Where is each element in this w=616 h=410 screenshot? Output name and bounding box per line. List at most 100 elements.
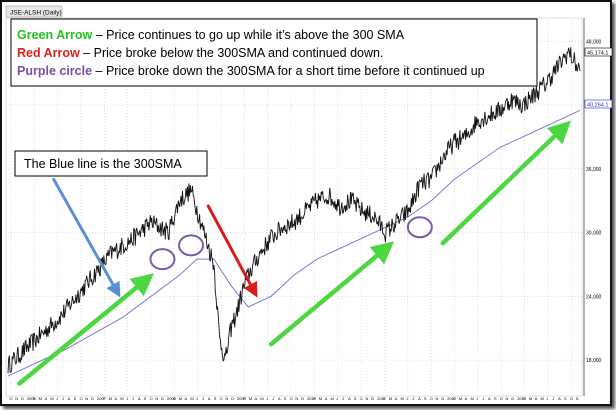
- x-tick-label: A: [535, 396, 538, 401]
- x-tick-label: S: [564, 396, 567, 401]
- x-tick-label: M: [120, 396, 123, 401]
- x-tick-label: J: [482, 396, 484, 401]
- x-tick-label: F: [103, 396, 106, 401]
- x-tick-label: M: [260, 396, 263, 401]
- window-title-bar: [5, 5, 63, 18]
- x-tick-label: D: [21, 396, 24, 401]
- x-tick-label: J: [412, 396, 414, 401]
- x-tick-label: S: [284, 396, 287, 401]
- x-tick-label: O: [150, 396, 153, 401]
- x-tick-label: A: [68, 396, 71, 401]
- red-arrow-annotation: [206, 204, 258, 298]
- x-tick-label: S: [494, 396, 497, 401]
- x-tick-label: M: [39, 396, 42, 401]
- y-tick-label: 48,000: [586, 39, 602, 45]
- x-tick-label: O: [220, 396, 223, 401]
- x-tick-label: 2010: [307, 396, 317, 401]
- x-tick-label: J: [476, 396, 478, 401]
- legend-text-purple: – Price broke down the 300SMA for a shor…: [92, 64, 485, 78]
- x-tick-label: O: [360, 396, 363, 401]
- x-tick-label: S: [354, 396, 357, 401]
- x-tick-label: O: [430, 396, 433, 401]
- purple-circle-annotation: [406, 216, 433, 239]
- window-title: JSE-ALSH (Daily): [10, 10, 62, 17]
- x-tick-label: 2007: [97, 396, 107, 401]
- y-tick-label: 24,000: [586, 294, 602, 300]
- sma-badge-label: 40,264.1: [587, 103, 608, 109]
- x-tick-label: N: [225, 396, 228, 401]
- x-tick-label: M: [529, 396, 532, 401]
- x-tick-label: J: [336, 396, 338, 401]
- x-tick-label: S: [214, 396, 217, 401]
- x-tick-label: J: [272, 396, 274, 401]
- x-tick-label: O: [79, 396, 82, 401]
- legend-line-red: Red Arrow – Price broke below the 300SMA…: [17, 46, 383, 60]
- x-tick-label: D: [511, 396, 514, 401]
- blue-arrow-annotation: [52, 177, 121, 298]
- x-tick-label: S: [424, 396, 427, 401]
- x-tick-label: N: [85, 396, 88, 401]
- x-tick-label: N: [436, 396, 439, 401]
- x-tick-label: M: [190, 396, 193, 401]
- x-tick-label: F: [313, 396, 316, 401]
- green-arrow-annotation: [268, 241, 395, 347]
- x-tick-label: J: [196, 396, 198, 401]
- legend-line-green: Green Arrow – Price continues to go up w…: [17, 28, 405, 42]
- x-tick-label: A: [114, 396, 117, 401]
- x-tick-label: M: [400, 396, 403, 401]
- x-tick-label: A: [325, 396, 328, 401]
- x-tick-label: M: [389, 396, 392, 401]
- x-tick-label: F: [383, 396, 386, 401]
- callout-text: The Blue line is the 300SMA: [24, 157, 182, 171]
- x-tick-label: M: [471, 396, 474, 401]
- x-tick-label: A: [488, 396, 491, 401]
- x-tick-label: F: [173, 396, 176, 401]
- legend-key-green: Green Arrow: [17, 28, 93, 42]
- x-tick-label: D: [91, 396, 94, 401]
- x-tick-label: M: [541, 396, 544, 401]
- x-tick-label: D: [371, 396, 374, 401]
- sma-badge: [584, 99, 613, 109]
- x-tick-label: S: [74, 396, 77, 401]
- x-tick-label: J: [266, 396, 268, 401]
- x-tick-label: J: [56, 396, 58, 401]
- legend-line-purple: Purple circle – Price broke down the 300…: [17, 64, 485, 78]
- y-tick-label: 30,000: [586, 231, 602, 237]
- purple-circle-annotation: [149, 248, 176, 271]
- x-tick-label: F: [243, 396, 246, 401]
- x-tick-label: N: [365, 396, 368, 401]
- x-tick-label: A: [465, 396, 468, 401]
- x-tick-label: M: [109, 396, 112, 401]
- callout-box: [14, 150, 208, 177]
- legend-box: [10, 18, 538, 87]
- x-tick-label: A: [395, 396, 398, 401]
- x-tick-label: A: [278, 396, 281, 401]
- x-tick-label: 2008: [167, 396, 177, 401]
- x-tick-label: M: [50, 396, 53, 401]
- x-tick-label: M: [330, 396, 333, 401]
- y-tick-label: 36,000: [586, 167, 602, 173]
- x-tick-label: 2011: [377, 396, 386, 401]
- x-tick-label: 2012: [447, 396, 457, 401]
- x-tick-label: O: [500, 396, 503, 401]
- x-tick-label: A: [255, 396, 258, 401]
- x-tick-label: M: [249, 396, 252, 401]
- x-tick-label: M: [459, 396, 462, 401]
- x-tick-label: A: [44, 396, 47, 401]
- x-tick-label: D: [161, 396, 164, 401]
- x-tick-label: O: [570, 396, 573, 401]
- x-tick-label: J: [406, 396, 408, 401]
- x-tick-label: O: [9, 396, 12, 401]
- x-tick-label: A: [348, 396, 351, 401]
- x-tick-label: D: [301, 396, 304, 401]
- x-tick-label: N: [155, 396, 158, 401]
- x-tick-label: N: [576, 396, 579, 401]
- x-tick-label: 2013: [517, 396, 527, 401]
- legend-key-purple: Purple circle: [17, 64, 92, 78]
- x-tick-label: N: [15, 396, 18, 401]
- x-tick-label: A: [558, 396, 561, 401]
- x-tick-label: A: [208, 396, 211, 401]
- x-tick-label: F: [453, 396, 456, 401]
- x-tick-label: M: [319, 396, 322, 401]
